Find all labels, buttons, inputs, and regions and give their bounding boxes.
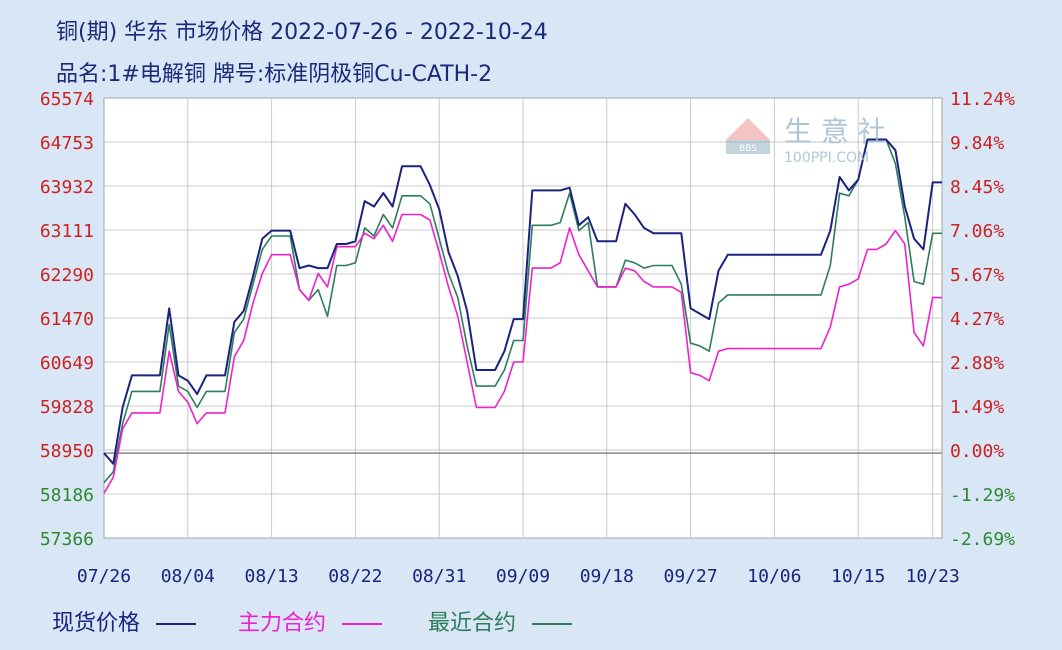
- y-right-tick-label: 4.27%: [950, 309, 1004, 330]
- y-right-tick-label: 8.45%: [950, 177, 1004, 198]
- chart-subtitle: 品名:1#电解铜 牌号:标准阴极铜Cu-CATH-2: [56, 62, 493, 87]
- watermark-logo-icon: BBS: [726, 118, 770, 154]
- x-tick-label: 10/23: [906, 566, 960, 587]
- x-tick-label: 09/27: [664, 566, 718, 587]
- y-left-tick-label: 58950: [40, 441, 94, 462]
- y-left-tick-label: 62290: [40, 265, 94, 286]
- x-tick-label: 08/31: [412, 566, 466, 587]
- legend-item-recent: 最近合约: [428, 605, 573, 637]
- legend-label-main: 主力合约: [238, 611, 327, 636]
- y-right-tick-label: -1.29%: [950, 485, 1015, 506]
- y-right-tick-label: 7.06%: [950, 221, 1004, 242]
- legend-label-recent: 最近合约: [428, 611, 517, 636]
- x-tick-label: 07/26: [77, 566, 131, 587]
- y-right-tick-label: 5.67%: [950, 265, 1004, 286]
- watermark-site: 100PPI.COM: [784, 150, 869, 166]
- legend-label-spot: 现货价格: [52, 611, 141, 636]
- legend-item-spot: 现货价格: [52, 605, 197, 637]
- y-right-tick-label: 9.84%: [950, 133, 1004, 154]
- x-tick-label: 09/18: [580, 566, 634, 587]
- price-chart: 65574 11.24% 64753 9.84% 63932 8.45% 63111 7.06…: [40, 89, 1015, 587]
- y-left-tick-label: 59828: [40, 397, 94, 418]
- y-left-tick-label: 64753: [40, 133, 94, 154]
- x-tick-label: 08/04: [161, 566, 215, 587]
- legend-swatch-main: [342, 623, 383, 625]
- watermark: BBS 生 意 社 100PPI.COM: [726, 115, 886, 166]
- y-left-tick-label: 65574: [40, 89, 94, 110]
- series-line-spot: [103, 138, 942, 465]
- svg-text:BBS: BBS: [739, 144, 757, 154]
- series-line-main: [103, 213, 942, 494]
- legend-swatch-spot: [156, 623, 197, 625]
- y-right-tick-label: 11.24%: [950, 89, 1015, 110]
- y-right-tick-label: 2.88%: [950, 353, 1004, 374]
- y-right-tick-label: 1.49%: [950, 397, 1004, 418]
- x-tick-label: 08/13: [245, 566, 299, 587]
- watermark-name: 生 意 社: [784, 115, 886, 148]
- y-left-tick-label: 63932: [40, 177, 94, 198]
- y-left-tick-label: 57366: [40, 529, 94, 550]
- y-right-tick-label: 0.00%: [950, 441, 1004, 462]
- x-tick-label: 09/09: [496, 566, 550, 587]
- x-tick-label: 08/22: [328, 566, 382, 587]
- y-left-tick-label: 60649: [40, 353, 94, 374]
- y-right-tick-label: -2.69%: [950, 529, 1015, 550]
- y-left-tick-label: 61470: [40, 309, 94, 330]
- x-tick-label: 10/06: [747, 566, 801, 587]
- x-tick-label: 10/15: [831, 566, 885, 587]
- series-line-recent: [103, 138, 942, 484]
- y-left-tick-label: 63111: [40, 221, 94, 242]
- y-left-tick-label: 58186: [40, 485, 94, 506]
- legend-swatch-recent: [532, 623, 573, 625]
- legend-item-main: 主力合约: [238, 605, 383, 637]
- chart-title: 铜(期) 华东 市场价格 2022-07-26 - 2022-10-24: [56, 20, 548, 45]
